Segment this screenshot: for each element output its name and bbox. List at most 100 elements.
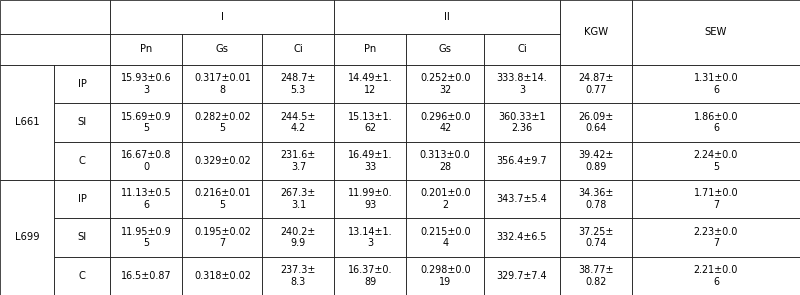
Text: 39.42±
0.89: 39.42± 0.89 xyxy=(578,150,614,172)
Text: 1.31±0.0
6: 1.31±0.0 6 xyxy=(694,73,738,95)
Text: I: I xyxy=(221,12,224,22)
Bar xyxy=(406,34,484,65)
Text: 11.99±0.
93: 11.99±0. 93 xyxy=(348,188,393,210)
Bar xyxy=(110,218,182,257)
Text: 14.49±1.
12: 14.49±1. 12 xyxy=(348,73,393,95)
Text: 0.329±0.02: 0.329±0.02 xyxy=(194,156,250,166)
Text: KGW: KGW xyxy=(584,27,608,37)
Text: IP: IP xyxy=(78,79,87,89)
Text: 15.93±0.6
3: 15.93±0.6 3 xyxy=(121,73,172,95)
Bar xyxy=(632,218,800,257)
Text: 0.317±0.01
8: 0.317±0.01 8 xyxy=(194,73,251,95)
Bar xyxy=(484,65,560,103)
Text: 0.201±0.0
2: 0.201±0.0 2 xyxy=(420,188,470,210)
Text: 0.216±0.01
5: 0.216±0.01 5 xyxy=(194,188,250,210)
Text: Gs: Gs xyxy=(438,45,452,54)
Text: 333.8±14.
3: 333.8±14. 3 xyxy=(497,73,547,95)
Bar xyxy=(110,0,334,34)
Text: 360.33±1
2.36: 360.33±1 2.36 xyxy=(498,112,546,133)
Text: Ci: Ci xyxy=(517,45,527,54)
Bar xyxy=(0,65,54,180)
Bar xyxy=(182,65,262,103)
Text: 0.298±0.0
19: 0.298±0.0 19 xyxy=(420,265,470,287)
Bar xyxy=(54,65,110,103)
Text: 329.7±7.4: 329.7±7.4 xyxy=(497,271,547,281)
Bar xyxy=(110,180,182,218)
Bar xyxy=(632,103,800,142)
Text: 11.13±0.5
6: 11.13±0.5 6 xyxy=(121,188,172,210)
Bar xyxy=(406,218,484,257)
Bar xyxy=(560,0,632,65)
Text: 38.77±
0.82: 38.77± 0.82 xyxy=(578,265,614,287)
Text: Ci: Ci xyxy=(294,45,303,54)
Bar xyxy=(262,218,334,257)
Bar xyxy=(560,257,632,295)
Text: L699: L699 xyxy=(15,232,39,242)
Bar xyxy=(54,103,110,142)
Bar xyxy=(262,34,334,65)
Text: 248.7±
5.3: 248.7± 5.3 xyxy=(281,73,316,95)
Text: 267.3±
3.1: 267.3± 3.1 xyxy=(281,188,316,210)
Bar xyxy=(110,65,182,103)
Bar xyxy=(54,257,110,295)
Text: 2.21±0.0
6: 2.21±0.0 6 xyxy=(694,265,738,287)
Bar xyxy=(560,180,632,218)
Bar xyxy=(54,218,110,257)
Bar xyxy=(484,218,560,257)
Text: 0.252±0.0
32: 0.252±0.0 32 xyxy=(420,73,470,95)
Text: L661: L661 xyxy=(15,117,39,127)
Bar xyxy=(262,180,334,218)
Text: II: II xyxy=(444,12,450,22)
Bar xyxy=(560,142,632,180)
Bar xyxy=(334,257,406,295)
Bar xyxy=(262,103,334,142)
Bar xyxy=(632,142,800,180)
Text: 1.71±0.0
7: 1.71±0.0 7 xyxy=(694,188,738,210)
Bar xyxy=(560,218,632,257)
Text: SI: SI xyxy=(78,232,87,242)
Text: 37.25±
0.74: 37.25± 0.74 xyxy=(578,227,614,248)
Bar xyxy=(182,142,262,180)
Text: 26.09±
0.64: 26.09± 0.64 xyxy=(578,112,614,133)
Text: 0.215±0.0
4: 0.215±0.0 4 xyxy=(420,227,470,248)
Bar xyxy=(110,103,182,142)
Bar xyxy=(182,218,262,257)
Bar xyxy=(406,65,484,103)
Bar xyxy=(334,0,560,34)
Text: 34.36±
0.78: 34.36± 0.78 xyxy=(578,188,614,210)
Text: 0.282±0.02
5: 0.282±0.02 5 xyxy=(194,112,250,133)
Bar xyxy=(334,34,406,65)
Text: C: C xyxy=(79,271,86,281)
Text: 240.2±
9.9: 240.2± 9.9 xyxy=(281,227,316,248)
Text: 15.13±1.
62: 15.13±1. 62 xyxy=(348,112,393,133)
Text: 24.87±
0.77: 24.87± 0.77 xyxy=(578,73,614,95)
Text: 343.7±5.4: 343.7±5.4 xyxy=(497,194,547,204)
Text: 0.195±0.02
7: 0.195±0.02 7 xyxy=(194,227,250,248)
Text: 332.4±6.5: 332.4±6.5 xyxy=(497,232,547,242)
Bar xyxy=(262,257,334,295)
Bar xyxy=(632,0,800,65)
Bar xyxy=(110,34,182,65)
Bar xyxy=(560,65,632,103)
Text: Pn: Pn xyxy=(140,45,153,54)
Text: 244.5±
4.2: 244.5± 4.2 xyxy=(281,112,316,133)
Bar xyxy=(484,257,560,295)
Text: 2.24±0.0
5: 2.24±0.0 5 xyxy=(694,150,738,172)
Text: IP: IP xyxy=(78,194,87,204)
Bar xyxy=(484,142,560,180)
Text: 0.296±0.0
42: 0.296±0.0 42 xyxy=(420,112,470,133)
Text: Pn: Pn xyxy=(364,45,377,54)
Bar xyxy=(334,103,406,142)
Bar xyxy=(334,65,406,103)
Text: 237.3±
8.3: 237.3± 8.3 xyxy=(281,265,316,287)
Bar xyxy=(262,65,334,103)
Text: 11.95±0.9
5: 11.95±0.9 5 xyxy=(121,227,172,248)
Text: 16.67±0.8
0: 16.67±0.8 0 xyxy=(121,150,172,172)
Bar xyxy=(54,180,110,218)
Bar xyxy=(632,65,800,103)
Bar xyxy=(406,257,484,295)
Text: 231.6±
3.7: 231.6± 3.7 xyxy=(281,150,316,172)
Bar xyxy=(334,218,406,257)
Text: 0.313±0.0
28: 0.313±0.0 28 xyxy=(420,150,470,172)
Text: 356.4±9.7: 356.4±9.7 xyxy=(497,156,547,166)
